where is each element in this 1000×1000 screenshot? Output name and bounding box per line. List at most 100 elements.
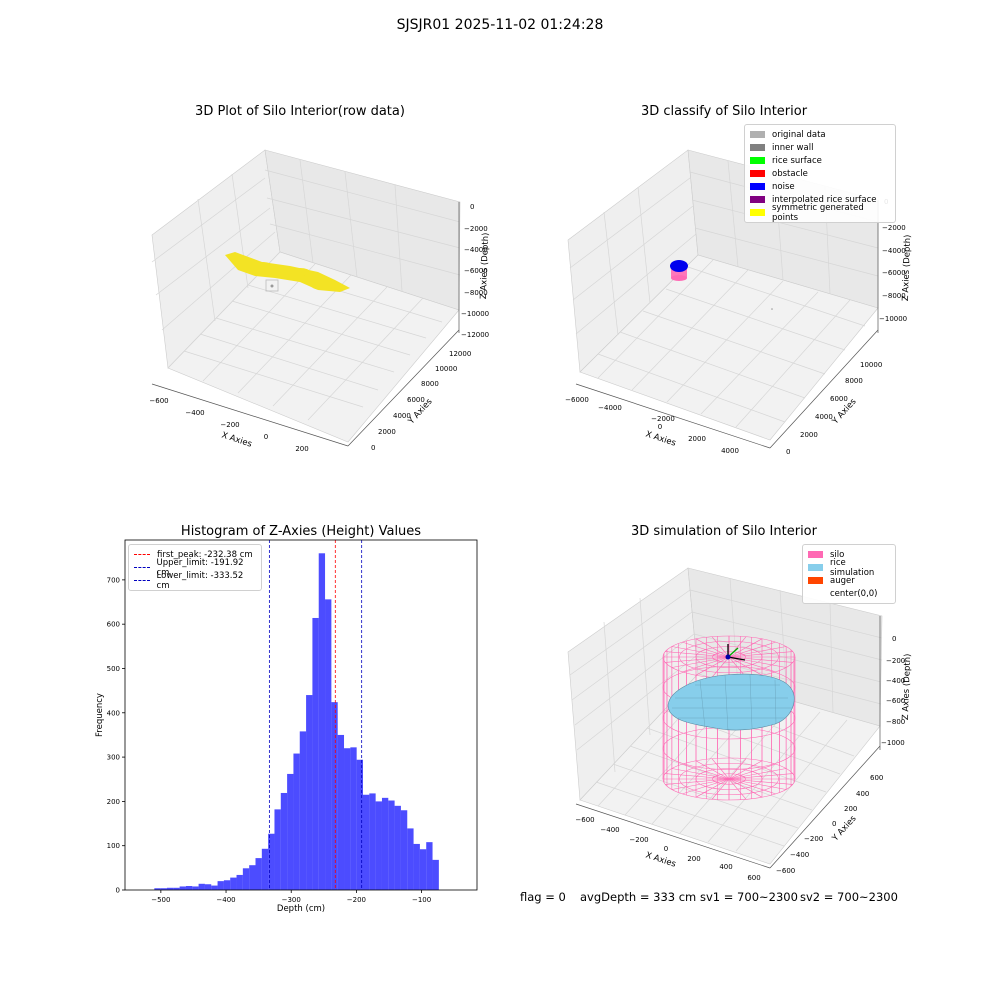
plot4-xlabel: X Axies bbox=[644, 850, 677, 869]
plot4-xtick-1: −600 bbox=[575, 816, 594, 824]
legend-label: obstacle bbox=[772, 168, 808, 179]
histogram-bar bbox=[362, 794, 370, 890]
histogram-bar bbox=[299, 731, 307, 890]
plot1-ytick-3: 4000 bbox=[393, 412, 411, 420]
plot3-vlines bbox=[268, 540, 363, 890]
legend-swatch bbox=[808, 551, 823, 558]
silo-inner-ring bbox=[712, 651, 746, 663]
y-tick-label: 500 bbox=[107, 665, 120, 673]
y-tick-label: 600 bbox=[107, 621, 120, 629]
legend-item-interpolated: interpolated rice surface bbox=[750, 193, 890, 206]
histogram-bar bbox=[426, 842, 433, 890]
histogram-bar bbox=[198, 883, 205, 890]
plot4-center-marker bbox=[725, 654, 731, 660]
histogram-bar bbox=[356, 759, 363, 890]
plot1-ytick-7: 12000 bbox=[449, 350, 471, 358]
legend-label: first_peak: -232.38 cm bbox=[157, 549, 253, 560]
plot4-xtick-6: 400 bbox=[719, 863, 732, 871]
plot1-xtick-5: 200 bbox=[295, 445, 308, 453]
plot1-ztick-6: −10000 bbox=[461, 310, 489, 318]
plot3-xticks: −500 −400 −300 −200 −100 bbox=[151, 890, 431, 904]
silo-inner-ring bbox=[679, 762, 779, 796]
plot2-ytick-1: 0 bbox=[786, 448, 790, 456]
x-tick-label: −400 bbox=[216, 896, 235, 904]
plot1-ztick-1: 0 bbox=[470, 203, 474, 211]
plot4-ytick-7: 600 bbox=[870, 774, 883, 782]
legend-swatch bbox=[808, 577, 823, 584]
histogram-bar bbox=[312, 617, 319, 890]
plot2-xlabel: X Axies bbox=[644, 429, 677, 448]
legend-item-rice-simulation: rice simulation bbox=[808, 558, 890, 578]
silo-inner-ring bbox=[712, 773, 746, 785]
legend-item-inner-wall: inner wall bbox=[750, 141, 890, 154]
plot4-ytick-5: 200 bbox=[844, 805, 857, 813]
plot1-ytick-4: 6000 bbox=[407, 396, 425, 404]
histogram-bar bbox=[211, 885, 218, 890]
legend-label: inner wall bbox=[772, 142, 814, 153]
plot4-xtick-4: 0 bbox=[664, 845, 668, 853]
legend-label: symmetric generated points bbox=[772, 202, 864, 223]
histogram-bar bbox=[185, 886, 193, 890]
plot4-ztick-4: −600 bbox=[886, 697, 905, 705]
legend-swatch bbox=[750, 170, 765, 177]
plot2-title: 3D classify of Silo Interior bbox=[640, 104, 808, 119]
silo-inner-ring bbox=[695, 646, 763, 668]
histogram-bar bbox=[261, 848, 269, 890]
figure-suptitle: SJSJR01 2025-11-02 01:24:28 bbox=[396, 17, 604, 33]
plot2-inner-wall bbox=[671, 268, 687, 278]
legend-item-original-data: original data bbox=[750, 128, 890, 141]
legend-line bbox=[134, 567, 150, 568]
plot4-xtick-7: 600 bbox=[747, 874, 760, 882]
plot1-ztick-3: −4000 bbox=[464, 246, 488, 254]
histogram-bar bbox=[306, 695, 313, 890]
histogram-bar bbox=[249, 865, 256, 890]
x-tick-label: −200 bbox=[347, 896, 366, 904]
histogram-bar bbox=[192, 886, 199, 890]
plot2-ytick-5: 8000 bbox=[845, 377, 863, 385]
histogram-bar bbox=[375, 801, 382, 890]
histogram-bar bbox=[204, 884, 212, 890]
y-tick-label: 300 bbox=[107, 754, 120, 762]
plot4-auger bbox=[725, 644, 746, 661]
plot2-legend: original data inner wall rice surface ob… bbox=[744, 124, 896, 223]
plot1-ztick-4: −6000 bbox=[464, 267, 488, 275]
plot4-ztick-6: −1000 bbox=[881, 739, 905, 747]
histogram-bar bbox=[388, 800, 395, 890]
plot4-rice-simulation bbox=[667, 673, 795, 731]
histogram-bar bbox=[217, 881, 224, 890]
legend-label: auger bbox=[830, 575, 855, 586]
histogram-bar bbox=[407, 828, 414, 890]
plot1-xtick-1: −600 bbox=[149, 397, 168, 405]
histogram-bar bbox=[280, 792, 288, 890]
legend-label: Upper_limit: -191.92 cm bbox=[156, 557, 244, 578]
histogram-bar bbox=[293, 753, 300, 890]
plot2-ztick-5: −8000 bbox=[882, 292, 906, 300]
plot1-zlabel: Z Axies (Depth) bbox=[479, 232, 491, 299]
plot4-ztick-1: 0 bbox=[892, 635, 896, 643]
legend-swatch bbox=[808, 564, 823, 571]
legend-item-first-peak: first_peak: -232.38 cm bbox=[134, 548, 256, 561]
plot4-rice-mesh bbox=[672, 674, 793, 732]
plot2-ztick-3: −4000 bbox=[882, 247, 906, 255]
legend-swatch bbox=[750, 131, 765, 138]
plot3-bars bbox=[154, 553, 439, 890]
histogram-bar bbox=[223, 880, 231, 890]
histogram-bar bbox=[400, 810, 408, 890]
plot1-point-cloud bbox=[225, 252, 350, 292]
legend-label: interpolated rice surface bbox=[772, 194, 877, 205]
legend-swatch bbox=[750, 144, 765, 151]
plot1-point-cluster-2 bbox=[290, 268, 310, 276]
silo-inner-ring bbox=[695, 768, 763, 790]
y-tick-label: 700 bbox=[107, 576, 120, 584]
plot2-3d-axes: −6000 −4000 −2000 0 2000 4000 0 2000 400… bbox=[565, 149, 913, 456]
legend-label: rice simulation bbox=[830, 557, 875, 578]
x-tick-label: −500 bbox=[151, 896, 170, 904]
plot4-ytick-6: 400 bbox=[856, 790, 869, 798]
legend-item-obstacle: obstacle bbox=[750, 167, 890, 180]
histogram-bar bbox=[337, 734, 345, 890]
plot4-ytick-4: 0 bbox=[832, 820, 836, 828]
plot1-ytick-5: 8000 bbox=[421, 380, 439, 388]
histogram-bar bbox=[179, 886, 186, 890]
legend-item-lower-limit: Lower_limit: -333.52 cm bbox=[134, 571, 256, 591]
plot1-xtick-3: −200 bbox=[220, 421, 239, 429]
